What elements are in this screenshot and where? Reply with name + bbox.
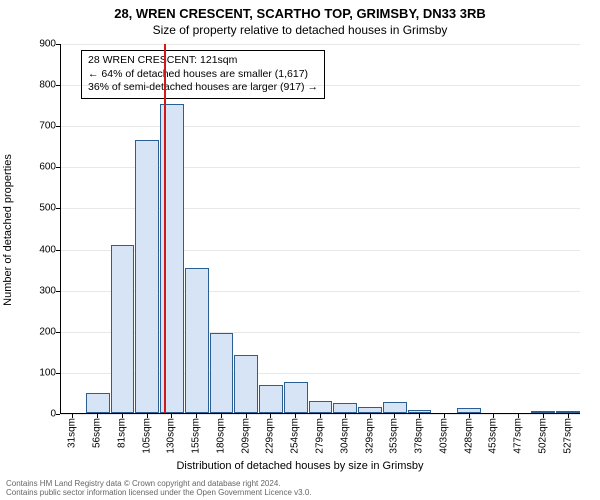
xtick-label: 527sqm [562, 418, 573, 454]
ytick-mark [56, 414, 60, 415]
ytick-label: 200 [16, 326, 56, 337]
xtick-label: 105sqm [141, 418, 152, 454]
ytick-mark [56, 44, 60, 45]
ytick-label: 700 [16, 121, 56, 132]
histogram-bar [185, 268, 209, 413]
xtick-label: 155sqm [191, 418, 202, 454]
ytick-mark [56, 250, 60, 251]
annotation-line-3: 36% of semi-detached houses are larger (… [88, 81, 318, 95]
footer-line-2: Contains public sector information licen… [6, 489, 312, 498]
xtick-label: 81sqm [116, 418, 127, 448]
xtick-label: 304sqm [339, 418, 350, 454]
xtick-label: 403sqm [438, 418, 449, 454]
property-marker-line [164, 44, 166, 413]
xtick-label: 353sqm [389, 418, 400, 454]
histogram-bar [234, 355, 258, 413]
y-axis-label: Number of detached properties [2, 154, 14, 306]
xtick-label: 31sqm [67, 418, 78, 448]
ytick-mark [56, 332, 60, 333]
histogram-bar [556, 411, 580, 413]
ytick-mark [56, 85, 60, 86]
xtick-label: 453sqm [488, 418, 499, 454]
ytick-mark [56, 126, 60, 127]
xtick-label: 180sqm [215, 418, 226, 454]
ytick-mark [56, 167, 60, 168]
histogram-bar [457, 408, 481, 413]
ytick-label: 100 [16, 367, 56, 378]
xtick-label: 378sqm [414, 418, 425, 454]
ytick-label: 600 [16, 162, 56, 173]
xtick-label: 209sqm [240, 418, 251, 454]
histogram-bar [531, 411, 555, 413]
ytick-mark [56, 208, 60, 209]
histogram-bar [383, 402, 407, 414]
x-axis-label: Distribution of detached houses by size … [0, 460, 600, 472]
xtick-label: 229sqm [265, 418, 276, 454]
histogram-bar [135, 140, 159, 413]
annotation-line-1: 28 WREN CRESCENT: 121sqm [88, 54, 318, 68]
ytick-label: 900 [16, 39, 56, 50]
xtick-label: 279sqm [315, 418, 326, 454]
chart-title-sub: Size of property relative to detached ho… [0, 21, 600, 37]
gridline [61, 85, 580, 86]
ytick-mark [56, 373, 60, 374]
footer-credits: Contains HM Land Registry data © Crown c… [6, 480, 312, 498]
histogram-bar [333, 403, 357, 413]
annotation-box: 28 WREN CRESCENT: 121sqm ← 64% of detach… [81, 50, 325, 99]
plot-area: 28 WREN CRESCENT: 121sqm ← 64% of detach… [60, 44, 580, 414]
xtick-label: 254sqm [290, 418, 301, 454]
ytick-label: 300 [16, 285, 56, 296]
histogram-bar [86, 393, 110, 413]
xtick-label: 130sqm [166, 418, 177, 454]
histogram-bar [309, 401, 333, 413]
gridline [61, 44, 580, 45]
histogram-bar [358, 407, 382, 413]
ytick-label: 0 [16, 409, 56, 420]
ytick-label: 500 [16, 203, 56, 214]
xtick-label: 329sqm [364, 418, 375, 454]
gridline [61, 126, 580, 127]
chart-title-main: 28, WREN CRESCENT, SCARTHO TOP, GRIMSBY,… [0, 0, 600, 21]
histogram-bar [259, 385, 283, 413]
histogram-bar [408, 410, 432, 413]
ytick-label: 400 [16, 244, 56, 255]
xtick-label: 477sqm [513, 418, 524, 454]
histogram-bar [284, 382, 308, 413]
xtick-label: 56sqm [92, 418, 103, 448]
histogram-bar [111, 245, 135, 413]
xtick-label: 428sqm [463, 418, 474, 454]
histogram-bar [210, 333, 234, 413]
ytick-label: 800 [16, 80, 56, 91]
xtick-label: 502sqm [537, 418, 548, 454]
annotation-line-2: ← 64% of detached houses are smaller (1,… [88, 68, 318, 82]
ytick-mark [56, 291, 60, 292]
